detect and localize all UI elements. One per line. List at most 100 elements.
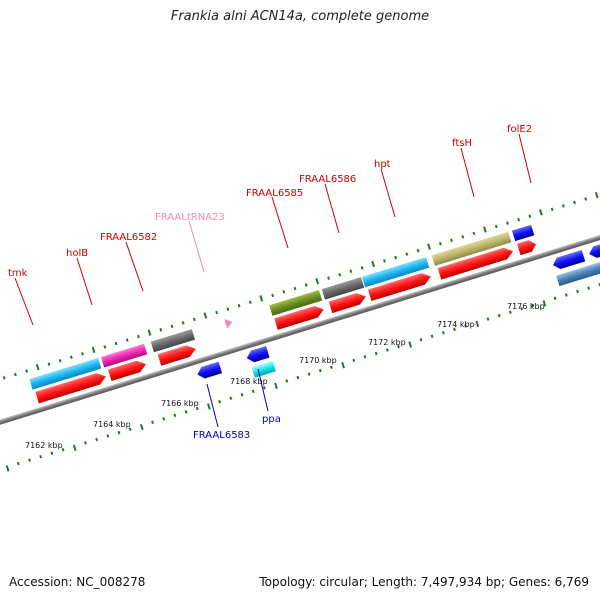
minor-tick (14, 372, 17, 377)
scale-minor-tick (508, 310, 512, 314)
major-tick (259, 295, 264, 302)
minor-tick (226, 307, 230, 311)
scale-minor-tick (520, 307, 523, 311)
gene-fole2[interactable] (511, 224, 535, 242)
gene-holb[interactable] (100, 343, 148, 368)
accession-text: Accession: NC_008278 (9, 575, 146, 589)
minor-tick (2, 376, 6, 380)
scale-label-7170: 7170 kbp (299, 356, 337, 365)
major-tick (315, 277, 320, 285)
minor-tick (282, 290, 286, 294)
label-fraal6582: FRAAL6582 (100, 232, 157, 243)
cds-fraal6582[interactable] (157, 343, 198, 366)
minor-tick (81, 352, 84, 356)
label-fraaltrna23: FRAALtRNA23 (155, 212, 225, 223)
scale-minor-tick (39, 454, 43, 459)
scale-major-tick (139, 423, 144, 431)
scale-major-tick (341, 362, 345, 369)
cds-fraal6585[interactable] (274, 304, 325, 330)
cds-ftsh[interactable] (437, 245, 515, 280)
scale-minor-tick (430, 334, 434, 338)
scale-minor-tick (352, 358, 356, 363)
major-tick (203, 312, 208, 319)
minor-tick (550, 207, 554, 212)
scale-tick-track (5, 282, 600, 472)
scale-minor-tick (218, 399, 222, 404)
gene-right-2[interactable] (587, 242, 600, 259)
minor-tick (405, 252, 409, 256)
minor-tick (271, 293, 275, 298)
minor-tick (584, 197, 588, 201)
cds-hpt[interactable] (367, 271, 433, 302)
scale-minor-tick (464, 324, 468, 328)
minor-tick (338, 272, 342, 277)
label-hpt: hpt (374, 159, 391, 170)
major-tick (539, 209, 543, 216)
minor-tick (506, 221, 509, 225)
gene-right-1[interactable] (551, 249, 586, 271)
scale-minor-tick (486, 317, 490, 321)
minor-tick (58, 358, 62, 363)
minor-tick (103, 345, 107, 349)
gene-fraaltrna23[interactable] (224, 317, 234, 329)
minor-tick (573, 200, 576, 205)
scale-minor-tick (117, 430, 121, 435)
scale-minor-tick (262, 386, 266, 390)
scale-minor-tick (16, 461, 20, 466)
scale-minor-tick (229, 396, 233, 400)
scale-minor-tick (184, 410, 188, 414)
minor-tick (517, 217, 521, 222)
scale-minor-tick (576, 289, 579, 294)
cds-tmk[interactable] (35, 371, 107, 404)
scale-minor-tick (419, 337, 423, 342)
minor-tick (394, 255, 398, 260)
scale-minor-tick (95, 437, 99, 442)
cds-fraal6586[interactable] (328, 291, 368, 314)
scale-label-7162: 7162 kbp (25, 441, 63, 450)
scale-major-tick (5, 465, 10, 472)
scale-minor-tick (385, 348, 389, 352)
minor-tick (472, 231, 476, 236)
scale-minor-tick (61, 448, 65, 452)
scale-minor-tick (28, 458, 31, 462)
scale-label-7164: 7164 kbp (93, 420, 131, 429)
gene-fraal6585[interactable] (269, 290, 323, 316)
gene-fraal6583[interactable] (196, 361, 223, 381)
scale-minor-tick (531, 303, 535, 308)
label-fraal6583: FRAAL6583 (193, 430, 250, 441)
gene-fraal6582[interactable] (150, 329, 196, 353)
forward-tick-track (2, 191, 599, 380)
gene-ftsh[interactable] (431, 231, 512, 266)
label-layer: tmk holB FRAAL6582 FRAALtRNA23 FRAAL6585… (8, 124, 545, 450)
scale-major-tick (475, 320, 480, 328)
minor-tick (304, 283, 308, 287)
scale-minor-tick (173, 413, 177, 418)
minor-tick (561, 204, 565, 208)
major-tick (147, 329, 152, 336)
scale-minor-tick (151, 420, 154, 424)
gene-right-steel[interactable] (556, 257, 600, 287)
minor-tick (181, 321, 185, 325)
scale-label-7166: 7166 kbp (161, 399, 199, 408)
gene-hpt[interactable] (361, 257, 430, 288)
minor-tick (494, 224, 498, 229)
minor-tick (69, 355, 73, 359)
cds-fole2[interactable] (517, 238, 538, 256)
cds-holb[interactable] (107, 358, 148, 382)
gene-tmk[interactable] (29, 357, 102, 390)
major-tick (371, 260, 375, 268)
label-ftsh: ftsH (452, 138, 472, 149)
gene-ppa-upper[interactable] (245, 346, 270, 364)
gene-fraal6586[interactable] (321, 277, 365, 300)
label-holb: holB (66, 248, 88, 259)
minor-tick (450, 238, 453, 243)
gene-ppa[interactable] (251, 360, 276, 378)
major-tick (594, 191, 599, 199)
map-title: Frankia alni ACN14a, complete genome (170, 9, 430, 24)
label-tmk: tmk (8, 268, 28, 279)
major-tick (483, 226, 487, 233)
minor-tick (327, 276, 330, 280)
topology-text: Topology: circular; Length: 7,497,934 bp… (259, 575, 589, 589)
scale-minor-tick (397, 344, 400, 349)
label-fole2: folE2 (507, 124, 532, 135)
